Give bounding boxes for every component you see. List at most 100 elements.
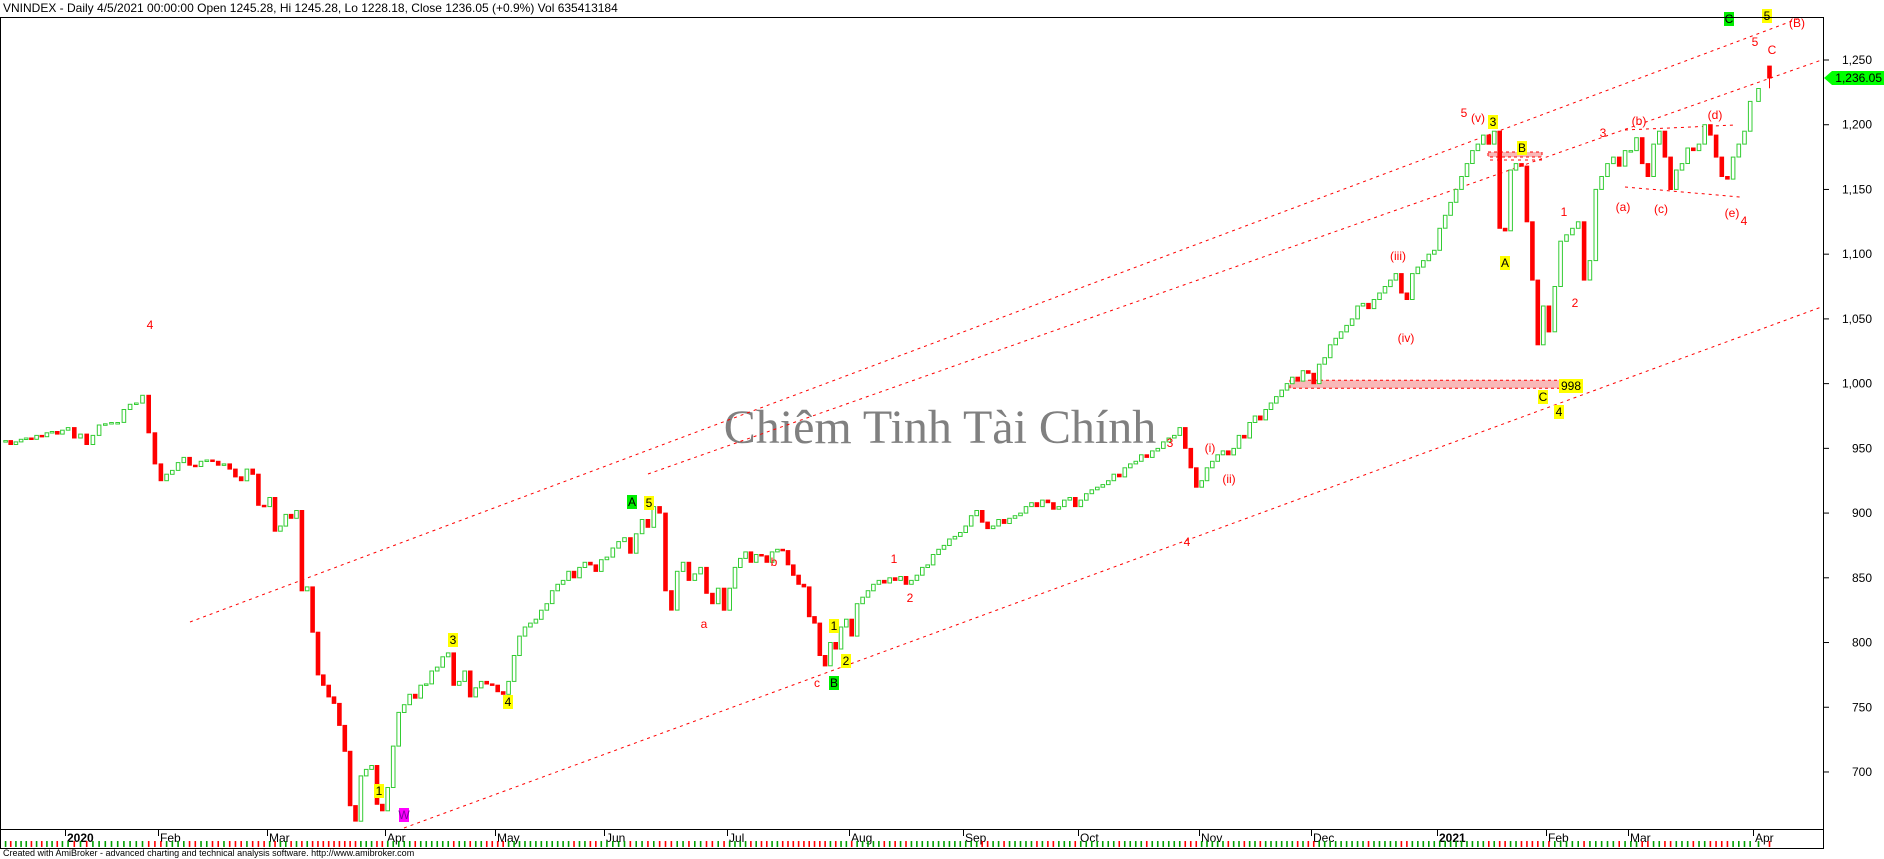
candle-up [115,422,121,425]
wave-label-box [1488,115,1498,129]
candle-up [860,596,865,605]
x-tick-label: Mar [1630,831,1651,845]
candle-down [261,504,267,508]
candle-up [1231,447,1237,456]
candle-up [1139,454,1144,462]
candle-down [1502,227,1508,232]
candle-up [1338,331,1344,339]
candle-up [1382,286,1388,294]
candle-up [1481,134,1486,145]
wave-label: c [814,676,820,690]
candle-up [1426,253,1432,262]
candle-up [1388,279,1393,288]
wave-label: B [829,676,839,690]
candle-up [604,556,610,561]
candle-up [462,670,467,682]
y-tick-label: 1,000 [1842,377,1872,391]
candle-up [549,590,555,605]
candle-up [44,432,50,438]
candle-up [522,626,528,637]
trendline [647,58,1823,475]
candle-down [1144,454,1150,458]
wave-label-text: A [628,495,636,509]
wave-label: A [1500,256,1510,270]
candle-down [1045,499,1051,504]
candle-down [817,622,823,656]
candle-up [560,579,566,585]
candle-up [1333,337,1339,346]
candle-up [1470,150,1475,165]
candle-up [715,587,721,605]
candle-down [1725,176,1730,180]
candle-up [1018,512,1023,517]
candle-down [299,510,305,592]
candle-down [451,652,456,686]
candle-up [1215,454,1221,462]
wave-label: 1 [1561,205,1568,219]
candle-up [34,434,39,440]
candle-down [780,548,786,552]
candle-up [445,652,451,658]
trendline [1624,186,1741,198]
candle-down [669,590,674,611]
candle-down [1188,447,1194,469]
wave-label: 5 [1752,35,1759,49]
candle-up [1360,302,1366,307]
candle-down [588,561,593,566]
candle-up [753,554,759,563]
wave-label-box [1538,390,1548,404]
wave-label-text: 4 [1184,535,1191,549]
candle-up [920,566,925,576]
candle-up [616,541,621,549]
candle-up [639,519,645,535]
wave-label: 3 [448,633,458,647]
wave-label-text: 5 [1752,35,1759,49]
candle-up [692,573,698,581]
wave-label-text: (e) [1725,206,1740,220]
candle-up [369,765,374,770]
candle-up [1611,156,1616,165]
candle-up [1349,318,1355,326]
candle-down [882,579,887,584]
candle-down [353,805,358,822]
candle-up [958,532,963,537]
candle-up [1095,486,1100,491]
candle-up [528,622,533,628]
candle-up [1355,305,1360,320]
candle-up [828,642,833,667]
candle-up [127,403,133,410]
candle-down [337,702,342,726]
wave-label-text: (i) [1205,441,1216,455]
candle-down [721,587,727,611]
candle-up [680,561,686,572]
candle-down [84,433,90,446]
candle-up [181,456,187,464]
candle-down [1581,221,1587,281]
candle-up [456,680,462,686]
candle-up [1415,266,1421,275]
candle-down [495,684,500,693]
candle-up [727,587,733,611]
wave-label-box [503,695,513,709]
candle-up [511,655,517,682]
wave-label-text: 4 [147,318,154,332]
candle-down [985,521,990,530]
wave-label: 998 [1559,379,1583,393]
candle-up [175,462,181,471]
candle-down [1486,134,1492,145]
candle-up [1274,396,1279,404]
candle-down [146,394,151,434]
candle-up [1371,299,1377,310]
candle-up [1111,473,1117,482]
wave-label-text: 2 [843,654,850,668]
candle-up [1133,460,1139,465]
candle-up [865,590,871,598]
candle-up [566,570,571,581]
candle-up [1204,467,1210,482]
candle-up [871,583,876,592]
candle-down [1258,415,1263,421]
candle-down [593,564,599,572]
wave-label-text: (b) [1632,114,1647,128]
